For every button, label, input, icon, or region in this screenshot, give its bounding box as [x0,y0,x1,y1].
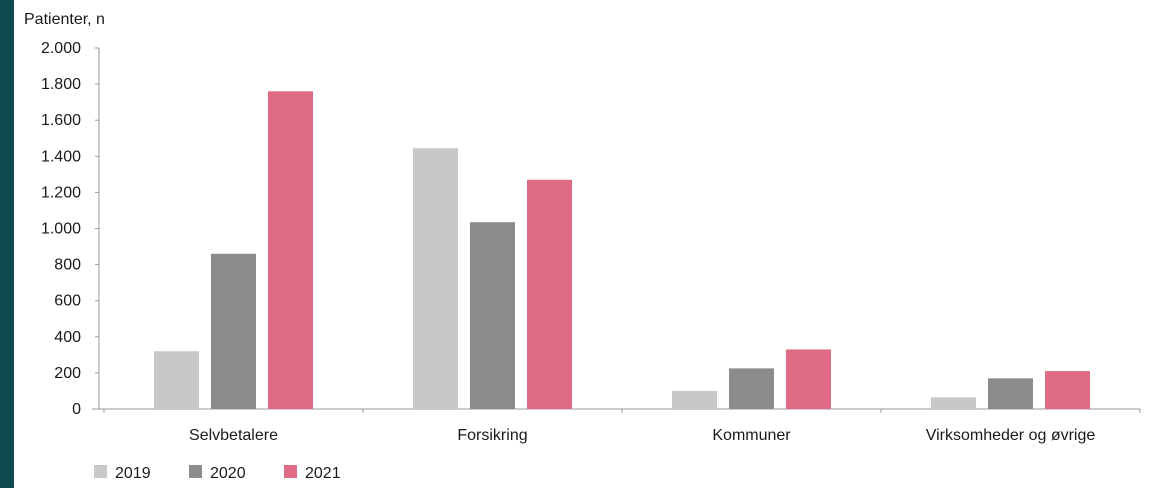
y-tick-label: 200 [54,365,81,382]
y-axis-label: Patienter, n [24,11,105,28]
bar [988,378,1033,409]
y-tick-label: 800 [54,257,81,274]
category-label: Selvbetalere [189,427,278,444]
y-tick-label: 1.600 [41,112,81,129]
legend-label: 2019 [115,465,151,482]
legend: 2019 2020 2021 [94,465,341,482]
y-tick-label: 2.000 [41,40,81,57]
legend-swatch [284,465,297,478]
chart-frame: Patienter, n 0 200 400 600 800 1.000 1.200 1.40… [14,0,1155,488]
y-tick-label: 600 [54,293,81,310]
x-axis: Selvbetalere Forsikring Kommuner Virksomhed… [92,408,1141,444]
bar [154,351,199,409]
bars [154,91,1090,410]
bar [1045,371,1090,409]
category-label: Virksomheder og øvrige [926,427,1096,444]
y-tick-label: 0 [72,401,81,418]
y-axis: 0 200 400 600 800 1.000 1.200 1.400 1.600 1.800 2.… [41,40,100,418]
legend-swatch [189,465,202,478]
bar [729,368,774,409]
bar [413,148,458,410]
bar [268,91,313,409]
y-tick-label: 1.000 [41,221,81,238]
bar [527,179,572,409]
legend-label: 2020 [210,465,246,482]
legend-label: 2021 [305,465,341,482]
category-label: Forsikring [457,427,527,444]
y-tick-label: 1.200 [41,184,81,201]
bar [931,397,976,409]
bar [211,253,256,409]
bar [786,349,831,409]
legend-swatch [94,465,107,478]
y-tick-label: 1.800 [41,76,81,93]
category-label: Kommuner [712,427,791,444]
bar [470,222,515,409]
bar [672,390,717,409]
y-tick-label: 1.400 [41,148,81,165]
bar-chart: Patienter, n 0 200 400 600 800 1.000 1.200 1.40… [24,11,1141,482]
y-tick-label: 400 [54,329,81,346]
